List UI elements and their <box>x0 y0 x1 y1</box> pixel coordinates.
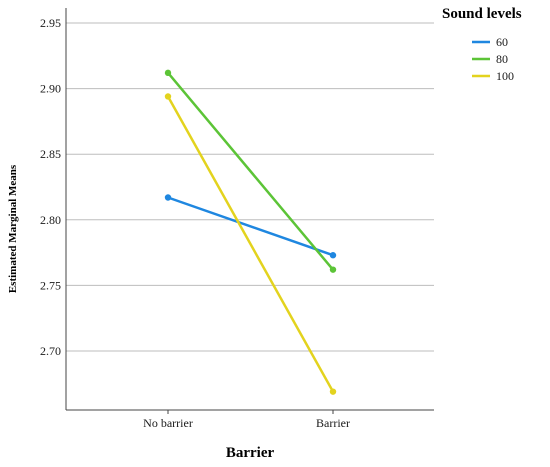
data-point-80 <box>329 266 337 273</box>
legend-label-100: 100 <box>496 69 514 83</box>
series-line-100 <box>166 95 335 393</box>
y-tick-label: 2.80 <box>40 213 61 227</box>
y-axis-title: Estimated Marginal Means <box>7 164 19 293</box>
data-point-60 <box>164 194 172 201</box>
x-tick-label: Barrier <box>316 416 350 430</box>
series-lines <box>164 69 337 395</box>
x-axis-title: Barrier <box>226 445 275 461</box>
data-point-60 <box>329 252 337 259</box>
y-tick-label: 2.90 <box>40 82 61 96</box>
legend-label-80: 80 <box>496 52 508 66</box>
y-tick-label: 2.75 <box>40 278 61 292</box>
series-line-60 <box>166 196 335 257</box>
y-tick-label: 2.85 <box>40 147 61 161</box>
y-tick-label: 2.70 <box>40 344 61 358</box>
data-point-100 <box>329 388 337 395</box>
series-line-80 <box>166 71 335 271</box>
data-point-80 <box>164 69 172 77</box>
y-tick-label: 2.95 <box>40 16 61 30</box>
y-tick-labels: 2.70 2.75 2.80 2.85 2.90 2.95 <box>40 16 61 358</box>
x-tick-labels: No barrier Barrier <box>143 410 350 430</box>
gridlines <box>66 22 434 352</box>
x-tick-label: No barrier <box>143 416 193 430</box>
legend-title: Sound levels <box>442 6 522 22</box>
data-point-100 <box>164 93 172 100</box>
legend: 60 80 100 <box>472 35 514 83</box>
legend-label-60: 60 <box>496 35 508 49</box>
